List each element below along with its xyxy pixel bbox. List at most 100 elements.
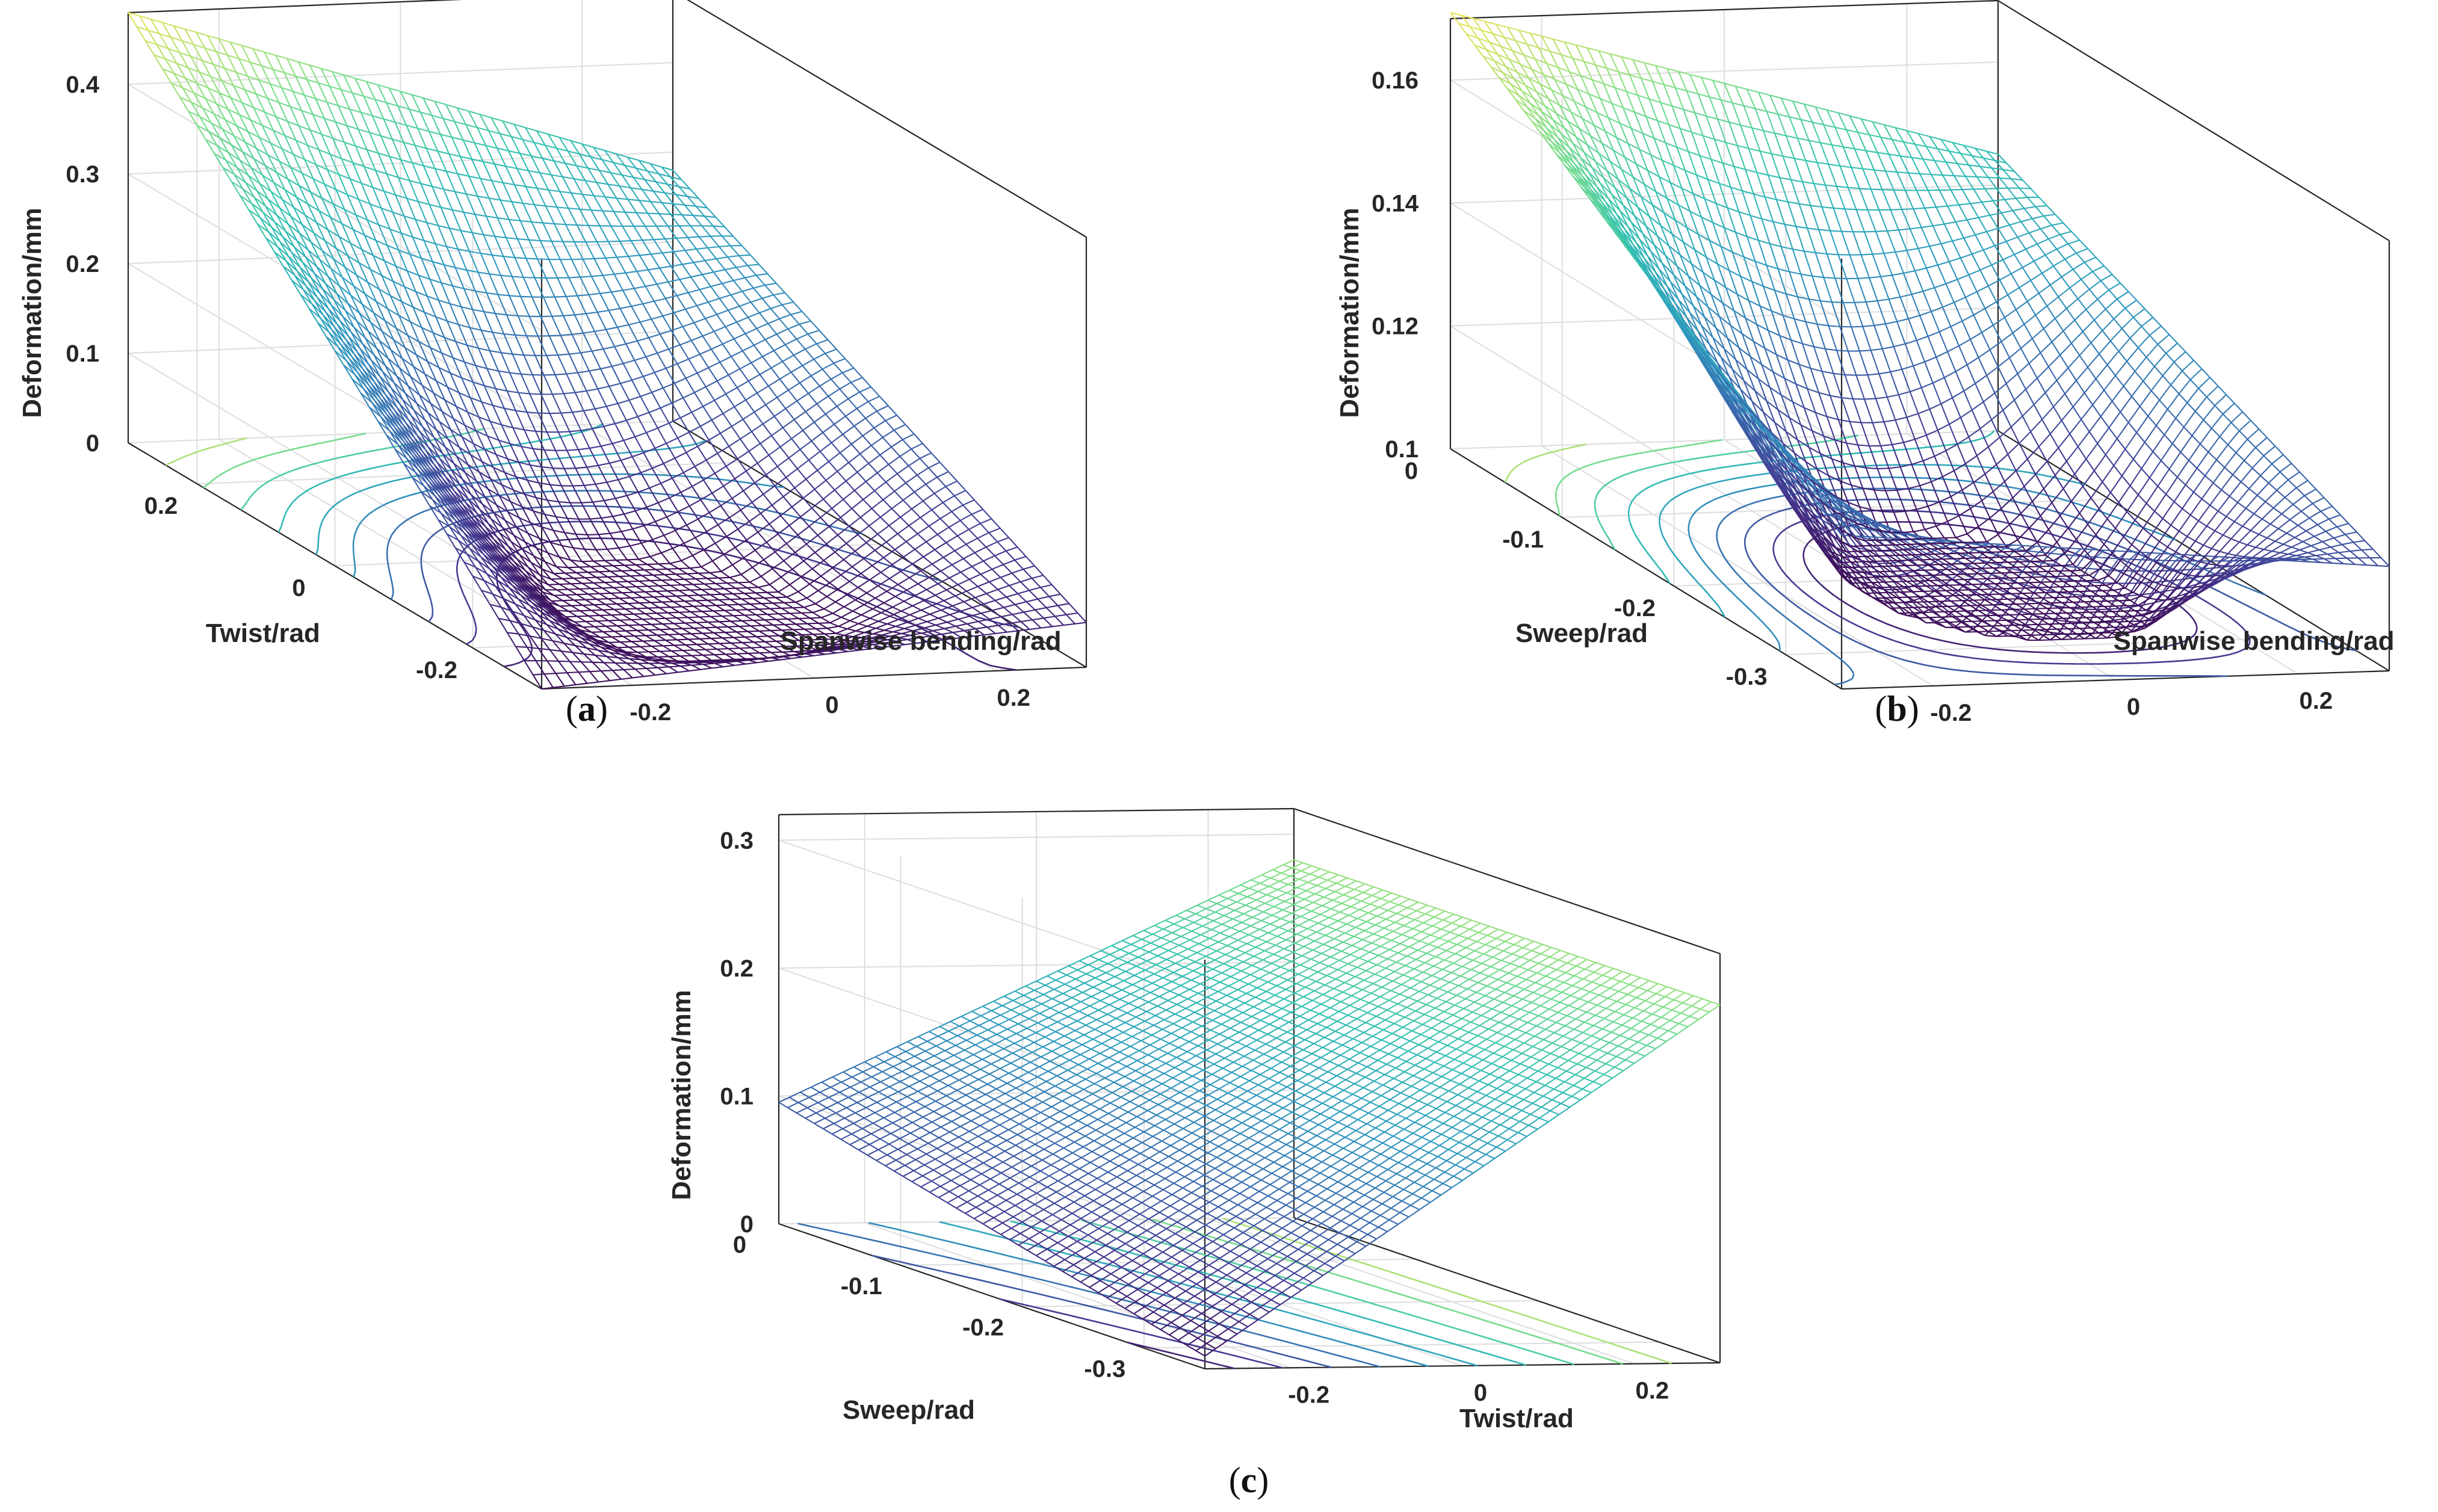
surface-mesh-line (792, 607, 802, 614)
surface-mesh-line (644, 179, 654, 192)
surface-mesh-line (244, 141, 257, 149)
surface-mesh-line (593, 258, 604, 276)
surface-mesh-line (179, 52, 191, 57)
surface-mesh-line (483, 580, 496, 587)
surface-mesh-line (285, 230, 295, 247)
surface-mesh-line (466, 269, 478, 273)
surface-mesh-line (462, 479, 472, 495)
surface-mesh-line (899, 448, 912, 457)
surface-mesh-line (587, 167, 600, 171)
surface-mesh-line (297, 61, 308, 80)
surface-mesh-line (441, 352, 454, 359)
surface-mesh-line (276, 215, 286, 232)
surface-mesh-line (278, 102, 288, 122)
surface-mesh-line (529, 605, 542, 613)
surface-mesh-line (338, 174, 348, 195)
surface-mesh-line (267, 97, 279, 103)
surface-mesh-line (482, 161, 492, 181)
surface-mesh-line (478, 416, 490, 422)
surface-mesh-line (617, 479, 628, 496)
surface-mesh-line (714, 393, 726, 401)
surface-mesh-line (888, 516, 901, 526)
surface-mesh-line (911, 448, 921, 459)
surface-mesh-line (447, 245, 459, 250)
surface-mesh-line (895, 596, 905, 602)
surface-mesh-line (790, 613, 799, 619)
surface-mesh-line (955, 623, 967, 627)
surface-mesh-line (631, 619, 640, 626)
surface-mesh-line (472, 443, 483, 462)
surface-mesh-line (874, 481, 886, 492)
surface-mesh-line (770, 607, 782, 609)
surface-mesh-line (728, 438, 741, 447)
surface-mesh-line (539, 172, 552, 176)
surface-mesh-line (734, 406, 744, 420)
surface-mesh-line (673, 578, 685, 581)
surface-mesh-line (274, 251, 286, 262)
surface-mesh-line (556, 206, 566, 225)
surface-mesh-line (347, 303, 357, 321)
surface-mesh-line (713, 588, 725, 590)
surface-mesh-line (662, 387, 673, 404)
surface-mesh-line (386, 173, 398, 178)
surface-mesh-line (365, 386, 379, 400)
surface-mesh-line (631, 619, 643, 621)
surface-mesh-line (772, 496, 784, 506)
surface-mesh-line (400, 159, 410, 181)
surface-mesh-line (421, 384, 432, 404)
surface-mesh-line (499, 495, 511, 502)
surface-mesh-line (974, 499, 984, 510)
surface-mesh-line (610, 570, 622, 572)
surface-mesh-line (731, 291, 743, 296)
surface-mesh-line (912, 556, 924, 565)
surface-mesh-line (242, 188, 252, 204)
surface-mesh-line (734, 663, 746, 666)
surface-mesh-line (749, 581, 759, 588)
surface-mesh-line (669, 563, 679, 569)
surface-mesh-line (456, 455, 469, 465)
surface-mesh-line (549, 542, 560, 558)
surface-mesh-line (521, 623, 531, 637)
surface-mesh-line (619, 241, 629, 257)
surface-mesh-line (808, 459, 818, 471)
surface-mesh-line (515, 410, 527, 413)
surface-mesh-line (443, 508, 456, 520)
surface-mesh-line (377, 84, 388, 103)
surface-mesh-line (521, 623, 533, 628)
surface-mesh-line (291, 251, 303, 264)
surface-mesh-line (555, 566, 566, 574)
surface-mesh-line (415, 291, 428, 297)
surface-mesh-line (1001, 614, 1013, 618)
surface-mesh-line (786, 596, 796, 603)
surface-mesh-line (858, 637, 871, 642)
surface-mesh-line (485, 145, 495, 164)
surface-mesh-line (868, 454, 880, 464)
surface-mesh-line (475, 365, 485, 386)
surface-mesh-line (694, 392, 704, 407)
surface-mesh-line (502, 551, 515, 563)
surface-mesh-line (545, 602, 558, 611)
surface-mesh-line (619, 185, 629, 200)
surface-mesh-line (658, 173, 670, 177)
surface-mesh-line (974, 597, 985, 605)
surface-mesh-line (338, 105, 348, 126)
surface-mesh-line (965, 543, 976, 554)
surface-mesh-line (775, 551, 785, 561)
surface-mesh-line (690, 566, 702, 569)
surface-mesh-line (545, 145, 555, 161)
surface-mesh-line (738, 626, 749, 632)
surface-mesh-line (557, 277, 567, 297)
surface-mesh-line (699, 616, 708, 623)
surface-mesh-line (440, 513, 450, 527)
surface-mesh-line (723, 664, 735, 668)
surface-mesh-line (374, 99, 385, 120)
surface-mesh-line (321, 67, 333, 73)
surface-mesh-line (791, 506, 802, 517)
surface-mesh-line (388, 391, 401, 405)
surface-mesh-line (596, 599, 606, 605)
surface-mesh-line (967, 620, 979, 625)
surface-mesh-line (893, 430, 903, 440)
surface-mesh-line (344, 209, 354, 230)
surface-mesh-line (682, 472, 693, 487)
surface-mesh-line (376, 348, 389, 359)
